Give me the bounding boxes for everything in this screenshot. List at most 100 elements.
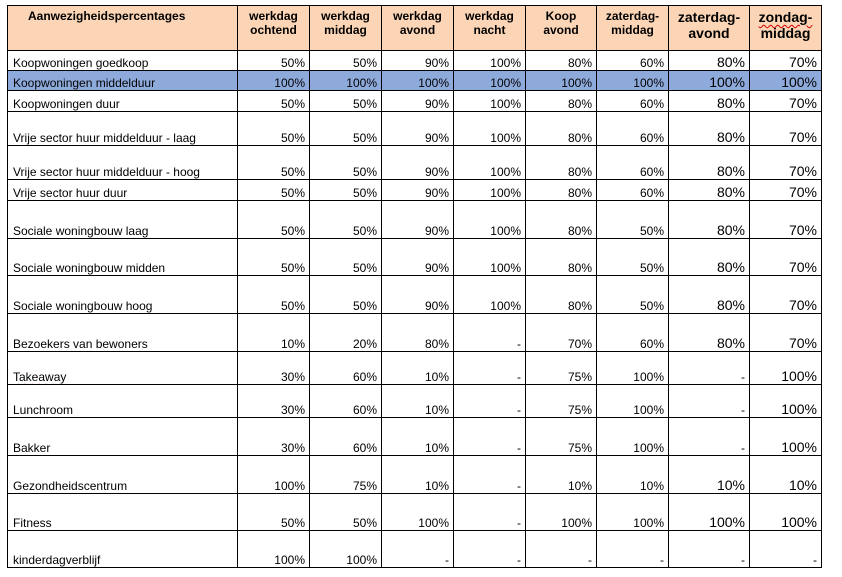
value-cell: 50% (596, 238, 669, 276)
value-cell: 80% (525, 200, 597, 239)
value-cell: 80% (525, 275, 597, 314)
value-cell: 10% (381, 384, 454, 418)
value-cell: 100% (453, 70, 526, 91)
value-cell: 80% (668, 200, 750, 239)
value-cell: 70% (749, 238, 822, 276)
value-cell: 30% (237, 351, 310, 385)
table-title: Aanwezigheidspercentages (7, 5, 238, 51)
value-cell: 80% (668, 50, 750, 71)
value-cell: 50% (309, 50, 382, 71)
row-label: Takeaway (7, 351, 238, 385)
column-header: werkdag avond (381, 5, 454, 51)
value-cell: 75% (525, 384, 597, 418)
row-label: Bakker (7, 417, 238, 456)
value-cell: - (453, 351, 526, 385)
row-label: Vrije sector huur duur (7, 179, 238, 201)
value-cell: 100% (596, 493, 669, 531)
value-cell: 90% (381, 275, 454, 314)
value-cell: 80% (668, 90, 750, 112)
value-cell: 90% (381, 111, 454, 146)
value-cell: 100% (237, 530, 310, 568)
value-cell: 10% (381, 351, 454, 385)
row-label: Lunchroom (7, 384, 238, 418)
table-row: kinderdagverblijf 100% 100% - - - - - - (7, 530, 822, 568)
value-cell: 100% (525, 493, 597, 531)
value-cell: 60% (596, 111, 669, 146)
value-cell: 50% (596, 275, 669, 314)
value-cell: 50% (237, 179, 310, 201)
table-row: Sociale woningbouw midden 50% 50% 90% 100% 80… (7, 238, 822, 276)
value-cell: 60% (596, 90, 669, 112)
attendance-table: Aanwezigheidspercentages werkdag ochtend … (7, 5, 822, 568)
value-cell: 80% (668, 238, 750, 276)
value-cell: 75% (309, 455, 382, 494)
value-cell: 50% (237, 200, 310, 239)
row-label: Gezondheidscentrum (7, 455, 238, 494)
value-cell: 90% (381, 200, 454, 239)
value-cell: 10% (525, 455, 597, 494)
value-cell: 70% (749, 50, 822, 71)
value-cell: - (668, 384, 750, 418)
value-cell: 80% (668, 179, 750, 201)
value-cell: 50% (309, 111, 382, 146)
value-cell: 100% (596, 70, 669, 91)
value-cell: - (453, 493, 526, 531)
value-cell: 70% (749, 111, 822, 146)
value-cell: 10% (381, 417, 454, 456)
value-cell: 50% (237, 238, 310, 276)
row-label: Koopwoningen middelduur (7, 70, 238, 91)
table-row: Takeaway 30% 60% 10% -75% 100% -100% (7, 351, 822, 385)
value-cell: 50% (237, 90, 310, 112)
value-cell: 30% (237, 384, 310, 418)
value-cell: 100% (237, 70, 310, 91)
value-cell: - (453, 313, 526, 352)
value-cell: 90% (381, 238, 454, 276)
row-label: Sociale woningbouw hoog (7, 275, 238, 314)
value-cell: 50% (309, 238, 382, 276)
column-header: zaterdag-avond (668, 5, 750, 51)
value-cell: 70% (749, 179, 822, 201)
value-cell: 80% (668, 313, 750, 352)
table-row: Vrije sector huur middelduur - hoog 50% 50… (7, 145, 822, 180)
value-cell: 100% (749, 493, 822, 531)
table-row: Sociale woningbouw hoog 50% 50% 90% 100% 80% 5… (7, 275, 822, 314)
value-cell: 75% (525, 351, 597, 385)
value-cell: 80% (525, 145, 597, 180)
value-cell: - (668, 417, 750, 456)
value-cell: - (381, 530, 454, 568)
value-cell: 100% (749, 70, 822, 91)
column-header: werkdag middag (309, 5, 382, 51)
value-cell: 50% (309, 145, 382, 180)
table-row: Bakker 30% 60% 10% -75% 100% -100% (7, 417, 822, 456)
value-cell: 80% (381, 313, 454, 352)
value-cell: 100% (309, 530, 382, 568)
table-row: Vrije sector huur duur 50% 50% 90% 100% 80% 60… (7, 179, 822, 201)
value-cell: 100% (525, 70, 597, 91)
value-cell: 100% (453, 275, 526, 314)
value-cell: 100% (237, 455, 310, 494)
value-cell: 10% (237, 313, 310, 352)
table-row: Koopwoningen duur 50% 50% 90% 100% 80% 60% 80% 7… (7, 90, 822, 112)
value-cell: 90% (381, 179, 454, 201)
column-header: werkdag nacht (453, 5, 526, 51)
table-row: Lunchroom 30% 60% 10% -75% 100% -100% (7, 384, 822, 418)
value-cell: 100% (453, 50, 526, 71)
value-cell: 10% (749, 455, 822, 494)
value-cell: 10% (668, 455, 750, 494)
value-cell: - (453, 455, 526, 494)
value-cell: 80% (668, 111, 750, 146)
value-cell: 50% (237, 50, 310, 71)
value-cell: - (749, 530, 822, 568)
value-cell: 80% (668, 275, 750, 314)
value-cell: 70% (749, 275, 822, 314)
column-header: Koop avond (525, 5, 597, 51)
value-cell: 60% (309, 384, 382, 418)
row-label: kinderdagverblijf (7, 530, 238, 568)
value-cell: 60% (309, 351, 382, 385)
value-cell: 50% (309, 90, 382, 112)
value-cell: 100% (381, 70, 454, 91)
value-cell: 100% (749, 351, 822, 385)
table-row: Koopwoningen goedkoop 50% 50% 90% 100% 80% 60%… (7, 50, 822, 71)
value-cell: 10% (596, 455, 669, 494)
value-cell: 50% (309, 275, 382, 314)
